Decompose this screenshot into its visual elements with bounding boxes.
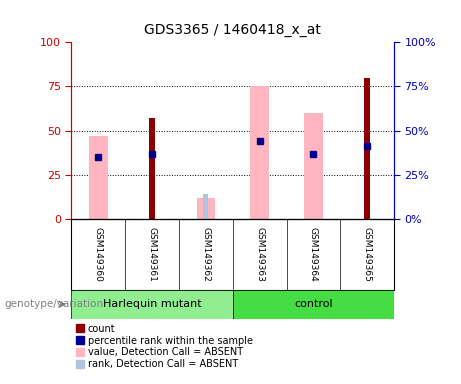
Title: GDS3365 / 1460418_x_at: GDS3365 / 1460418_x_at xyxy=(144,23,321,37)
Legend: count, percentile rank within the sample, value, Detection Call = ABSENT, rank, : count, percentile rank within the sample… xyxy=(77,324,253,369)
Bar xyxy=(71,290,233,319)
Bar xyxy=(250,86,269,219)
Text: GSM149363: GSM149363 xyxy=(255,227,264,282)
Text: Harlequin mutant: Harlequin mutant xyxy=(103,299,201,310)
Bar xyxy=(233,290,394,319)
Text: GSM149364: GSM149364 xyxy=(309,227,318,282)
Text: GSM149361: GSM149361 xyxy=(148,227,157,282)
Bar xyxy=(304,113,323,219)
Text: GSM149362: GSM149362 xyxy=(201,227,210,282)
Text: GSM149365: GSM149365 xyxy=(363,227,372,282)
Text: genotype/variation: genotype/variation xyxy=(5,299,104,310)
Bar xyxy=(364,78,371,219)
Bar xyxy=(196,198,215,219)
Text: GSM149360: GSM149360 xyxy=(94,227,103,282)
Text: control: control xyxy=(294,299,333,310)
Bar xyxy=(203,194,208,219)
Bar xyxy=(89,136,108,219)
Bar xyxy=(149,118,155,219)
